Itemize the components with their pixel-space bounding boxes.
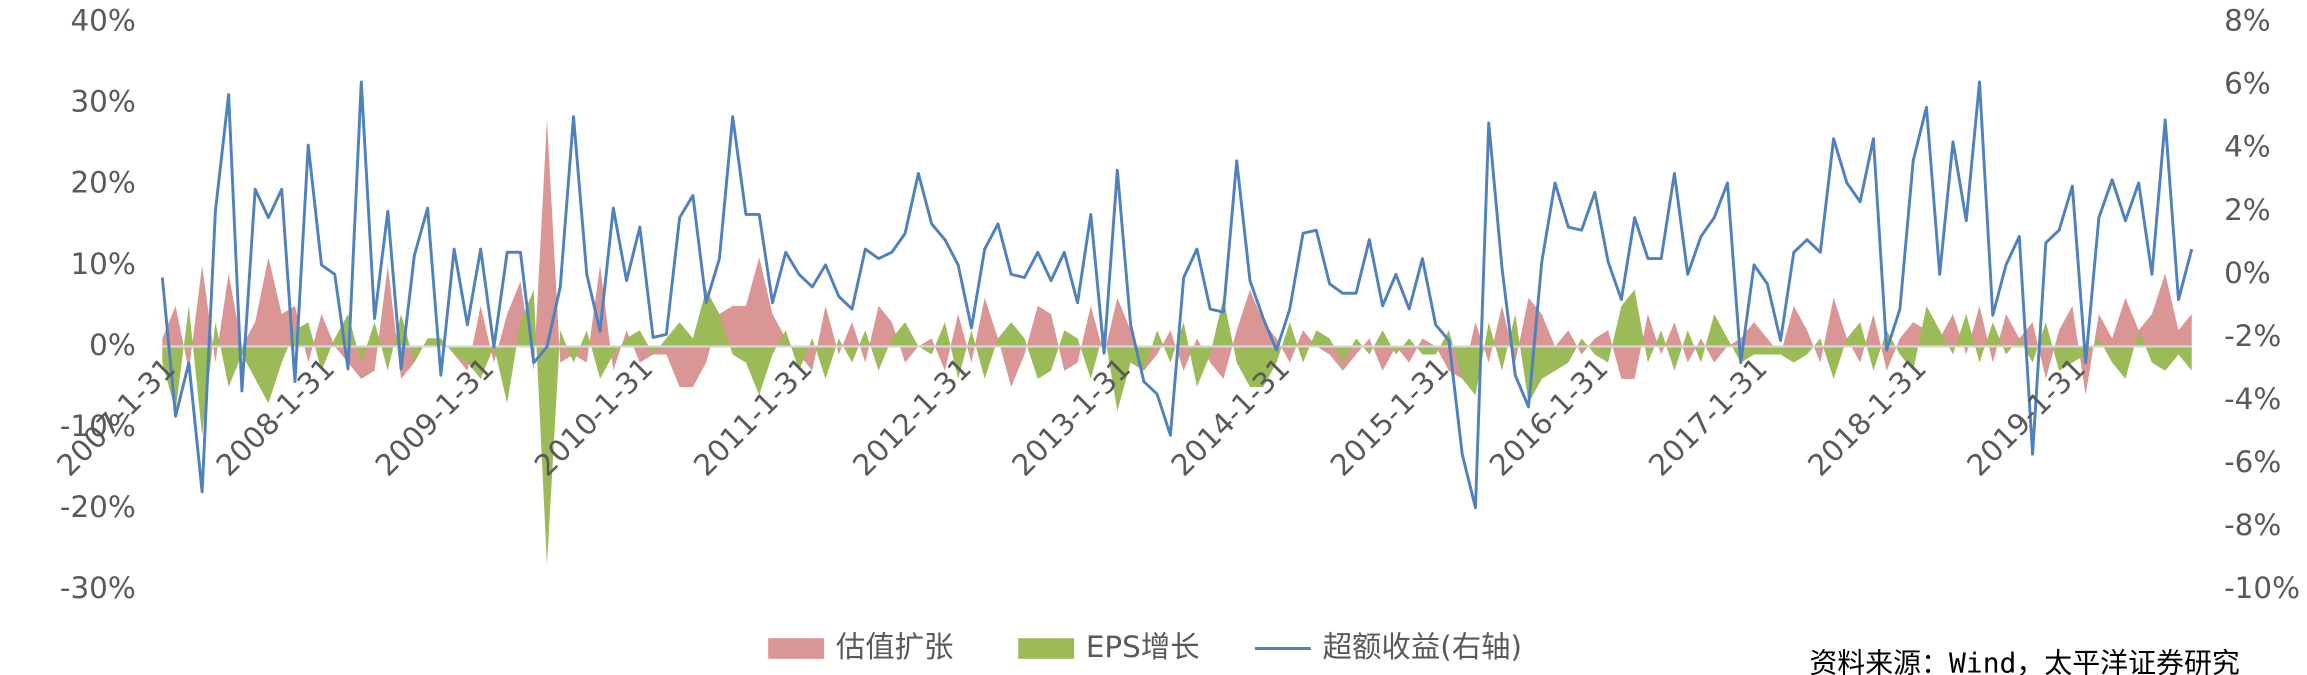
legend-label: 超额收益(右轴)	[1323, 630, 1522, 664]
x-tick-label: 2014-1-31	[1165, 351, 1297, 483]
y-tick-label: 10%	[70, 247, 135, 281]
x-tick-label: 2018-1-31	[1801, 351, 1933, 483]
y-tick-label: 30%	[70, 85, 135, 119]
y-tick-label: 20%	[70, 166, 135, 200]
x-tick-label: 2013-1-31	[1005, 351, 1137, 483]
legend-label: EPS增长	[1086, 630, 1200, 664]
y-tick-label: 0%	[89, 328, 136, 362]
area	[162, 119, 2192, 396]
legend-swatch	[768, 638, 825, 659]
x-tick-label: 2017-1-31	[1642, 351, 1774, 483]
y2-tick-label: 8%	[2224, 4, 2271, 38]
area	[162, 289, 2192, 566]
y-tick-label: -30%	[60, 571, 136, 605]
y2-tick-label: -10%	[2224, 571, 2300, 605]
y2-tick-label: 4%	[2224, 130, 2271, 164]
y-tick-label: -10%	[60, 409, 136, 443]
source-note: 资料来源：Wind，太平洋证券研究	[1809, 647, 2239, 675]
y2-tick-label: -6%	[2224, 445, 2281, 479]
y2-tick-label: -4%	[2224, 382, 2281, 416]
y2-tick-label: -8%	[2224, 508, 2281, 542]
x-tick-label: 2015-1-31	[1324, 351, 1456, 483]
y2-tick-label: 0%	[2224, 256, 2271, 290]
y-tick-label: 40%	[70, 4, 135, 38]
y2-tick-label: 2%	[2224, 193, 2271, 227]
x-tick-label: 2012-1-31	[846, 351, 978, 483]
line	[160, 80, 2194, 510]
legend-swatch	[1018, 638, 1075, 659]
y2-tick-label: -2%	[2224, 319, 2281, 353]
x-tick-label: 2009-1-31	[369, 351, 501, 483]
legend-label: 估值扩张	[836, 630, 954, 664]
y-tick-label: -20%	[60, 490, 136, 524]
y2-tick-label: 6%	[2224, 67, 2271, 101]
